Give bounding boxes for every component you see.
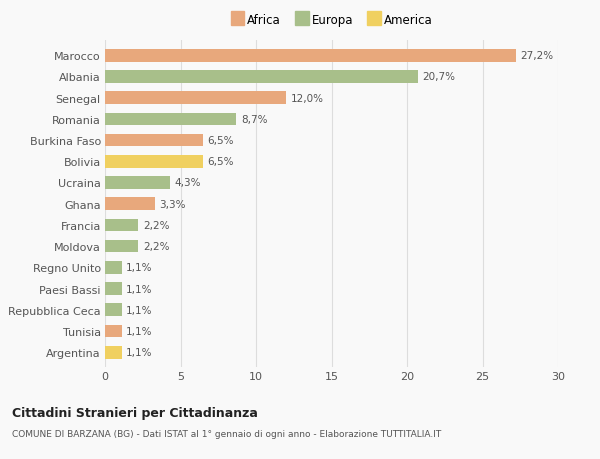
Text: 2,2%: 2,2% xyxy=(143,241,169,252)
Text: 3,3%: 3,3% xyxy=(160,199,186,209)
Bar xyxy=(105,283,122,295)
Text: 1,1%: 1,1% xyxy=(126,305,152,315)
Text: 1,1%: 1,1% xyxy=(126,284,152,294)
Text: 4,3%: 4,3% xyxy=(175,178,201,188)
Text: 20,7%: 20,7% xyxy=(422,73,455,82)
Text: 1,1%: 1,1% xyxy=(126,326,152,336)
Bar xyxy=(105,261,122,274)
Bar xyxy=(105,113,236,126)
Bar xyxy=(105,71,418,84)
Bar xyxy=(105,346,122,359)
Legend: Africa, Europa, America: Africa, Europa, America xyxy=(226,10,437,32)
Bar xyxy=(105,304,122,316)
Bar xyxy=(105,198,155,211)
Text: 1,1%: 1,1% xyxy=(126,263,152,273)
Text: Cittadini Stranieri per Cittadinanza: Cittadini Stranieri per Cittadinanza xyxy=(12,406,258,419)
Text: 2,2%: 2,2% xyxy=(143,220,169,230)
Bar xyxy=(105,219,138,232)
Text: 8,7%: 8,7% xyxy=(241,115,268,124)
Text: 6,5%: 6,5% xyxy=(208,136,234,146)
Bar xyxy=(105,92,286,105)
Text: 6,5%: 6,5% xyxy=(208,157,234,167)
Bar xyxy=(105,50,516,62)
Text: COMUNE DI BARZANA (BG) - Dati ISTAT al 1° gennaio di ogni anno - Elaborazione TU: COMUNE DI BARZANA (BG) - Dati ISTAT al 1… xyxy=(12,429,441,438)
Bar xyxy=(105,177,170,190)
Text: 12,0%: 12,0% xyxy=(291,94,324,103)
Text: 1,1%: 1,1% xyxy=(126,347,152,358)
Bar xyxy=(105,240,138,253)
Bar xyxy=(105,134,203,147)
Text: 27,2%: 27,2% xyxy=(520,51,553,61)
Bar xyxy=(105,156,203,168)
Bar xyxy=(105,325,122,337)
